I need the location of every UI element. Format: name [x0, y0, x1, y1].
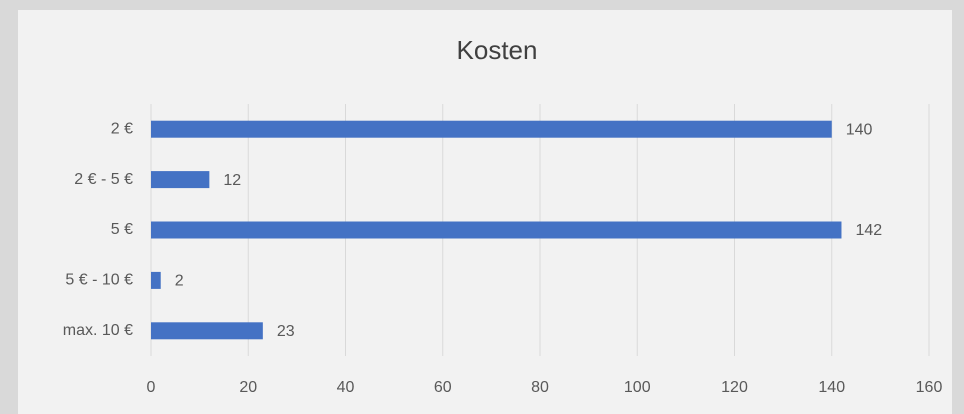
data-label: 23 [277, 323, 295, 340]
y-tick-label: 5 € [111, 221, 133, 238]
x-tick-label: 100 [624, 379, 651, 396]
x-tick-label: 40 [337, 379, 355, 396]
x-tick-label: 120 [721, 379, 748, 396]
y-tick-label: 2 € [111, 120, 133, 137]
bar [151, 271, 161, 289]
y-tick-label: max. 10 € [63, 322, 133, 339]
x-tick-label: 0 [147, 379, 156, 396]
data-label: 140 [846, 121, 873, 138]
data-label: 12 [223, 172, 241, 189]
x-tick-label: 80 [531, 379, 549, 396]
x-tick-label: 20 [239, 379, 257, 396]
chart-title: Kosten [457, 35, 538, 65]
x-tick-label: 60 [434, 379, 452, 396]
bar [151, 171, 210, 189]
bar [151, 120, 832, 138]
bar [151, 221, 842, 239]
y-tick-label: 5 € - 10 € [65, 272, 133, 289]
y-tick-label: 2 € - 5 € [74, 171, 133, 188]
chart-panel [18, 10, 952, 414]
data-label: 2 [175, 273, 184, 290]
x-tick-label: 160 [916, 379, 943, 396]
data-label: 142 [855, 222, 882, 239]
bar [151, 322, 263, 340]
x-tick-label: 140 [818, 379, 845, 396]
